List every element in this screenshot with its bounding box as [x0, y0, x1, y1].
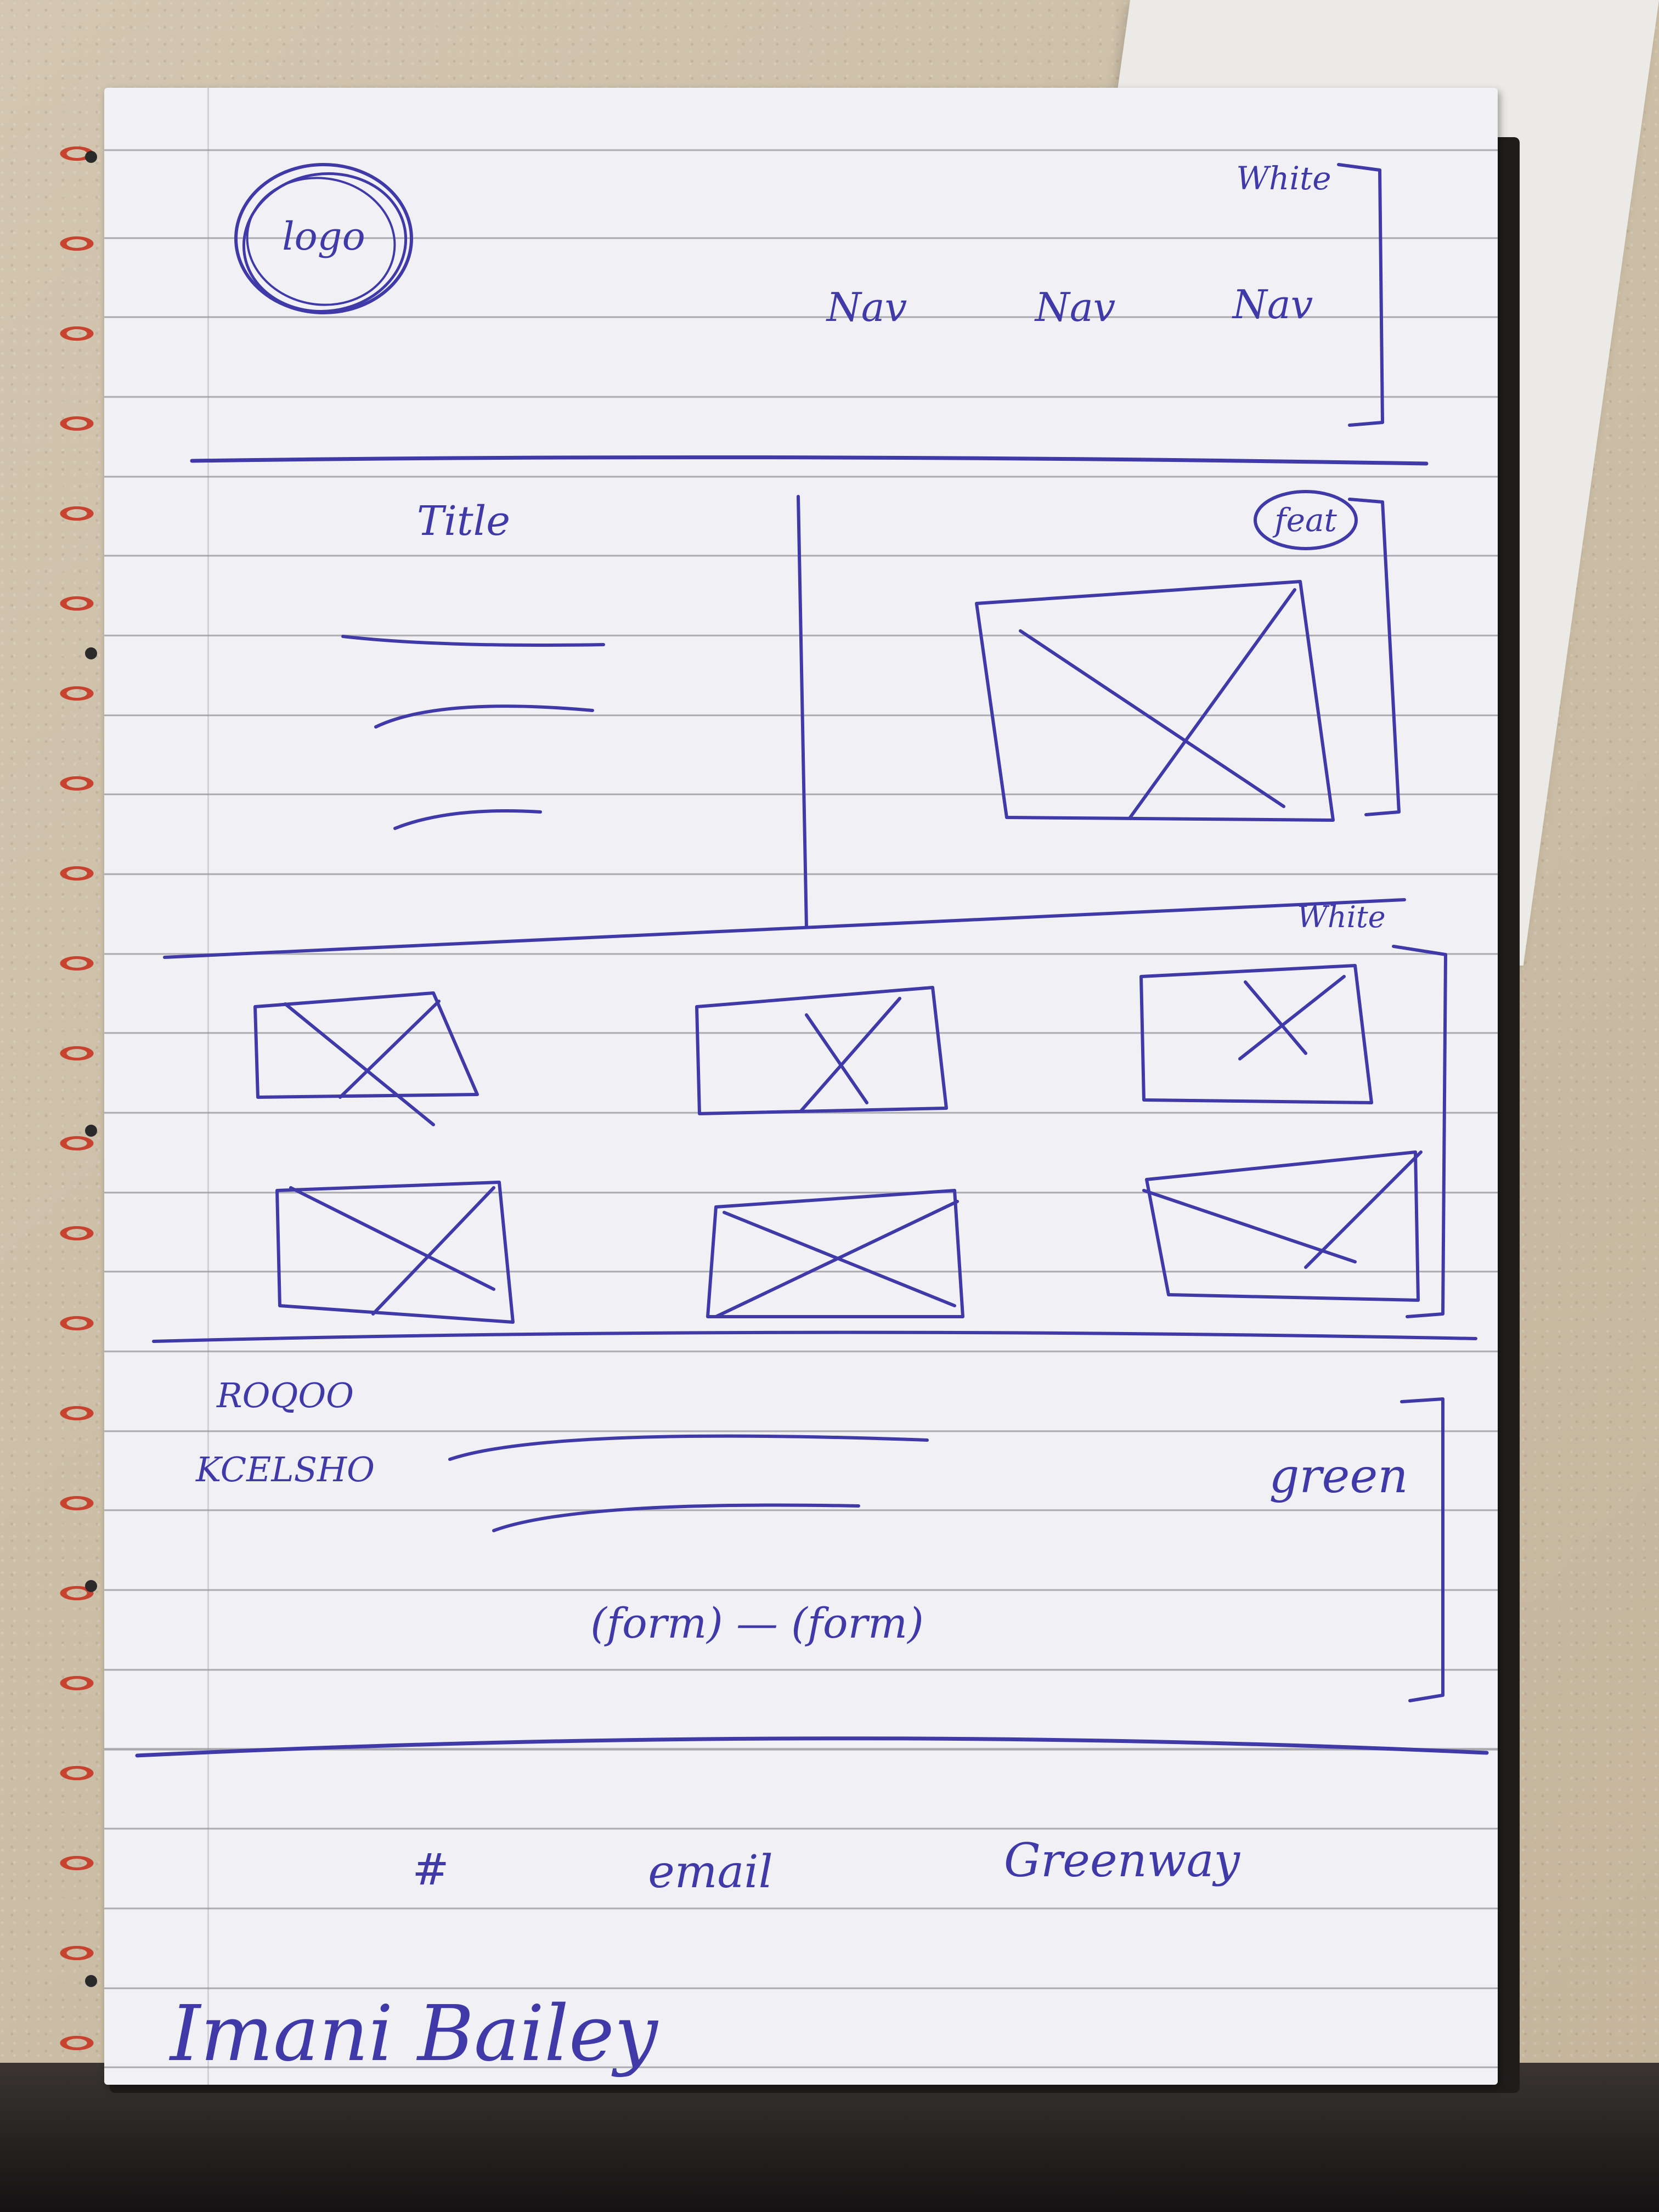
nav-item-1: Nav	[826, 284, 907, 330]
gallery-divider	[152, 1330, 1477, 1343]
feature-label: feat	[1272, 501, 1337, 539]
text-line-2	[374, 704, 594, 729]
footer-item-location: Greenway	[1004, 1833, 1241, 1887]
gallery-image-6	[1142, 1150, 1423, 1302]
gallery-image-5	[706, 1189, 964, 1318]
form-placeholder: (form) — (form)	[590, 1599, 923, 1647]
text-line-5	[492, 1503, 860, 1532]
gallery-bracket	[1392, 945, 1447, 1318]
gallery-image-1	[253, 991, 479, 1126]
binding-hole	[85, 647, 97, 659]
binding-hole	[85, 151, 97, 163]
page-margin-line	[207, 88, 209, 2085]
gallery-bg-note: White	[1297, 900, 1385, 934]
hero-bracket	[1348, 498, 1401, 816]
gallery-image-3	[1139, 964, 1373, 1104]
binding-hole	[85, 1580, 97, 1592]
contact-bg-note: green	[1269, 1449, 1408, 1504]
logo-label: logo	[282, 214, 365, 259]
logo-circle: logo	[234, 163, 413, 314]
hero-divider	[163, 898, 1406, 959]
author-signature: Imani Bailey	[168, 1989, 659, 2079]
scribble-top: ROQOO	[216, 1375, 354, 1415]
text-line-3	[393, 809, 542, 830]
feature-badge: feat	[1254, 490, 1358, 550]
header-section: logo Nav Nav Nav White	[190, 160, 1429, 466]
text-line-1	[341, 635, 605, 647]
footer-item-hash: #	[412, 1844, 449, 1895]
header-divider	[190, 455, 1429, 466]
hero-title: Title	[417, 498, 510, 545]
binding-hole	[85, 1975, 97, 1987]
scribble-bottom: KCELSHO	[195, 1449, 375, 1489]
hero-image-placeholder	[975, 580, 1335, 822]
gallery-image-2	[695, 986, 948, 1115]
contact-section: ROQOO KCELSHO (form) — (form) green	[135, 1375, 1489, 1758]
contact-bracket	[1400, 1397, 1444, 1702]
header-bg-note: White	[1236, 160, 1331, 197]
nav-bar: Nav Nav Nav	[826, 281, 1313, 330]
nav-item-2: Nav	[1034, 284, 1116, 330]
gallery-image-4	[275, 1181, 515, 1324]
spiral-binding	[16, 132, 121, 2052]
footer-item-email: email	[648, 1846, 773, 1898]
hero-section: Title feat	[163, 490, 1406, 959]
text-line-4	[448, 1434, 929, 1461]
contact-divider	[135, 1736, 1489, 1758]
notebook-page	[104, 88, 1498, 2085]
gallery-section: White	[152, 900, 1477, 1343]
hero-vertical-divider	[797, 495, 808, 929]
binding-hole	[85, 1125, 97, 1137]
header-bracket	[1337, 163, 1384, 427]
footer-section: # email Greenway	[412, 1833, 1240, 1898]
nav-item-3: Nav	[1232, 281, 1313, 328]
